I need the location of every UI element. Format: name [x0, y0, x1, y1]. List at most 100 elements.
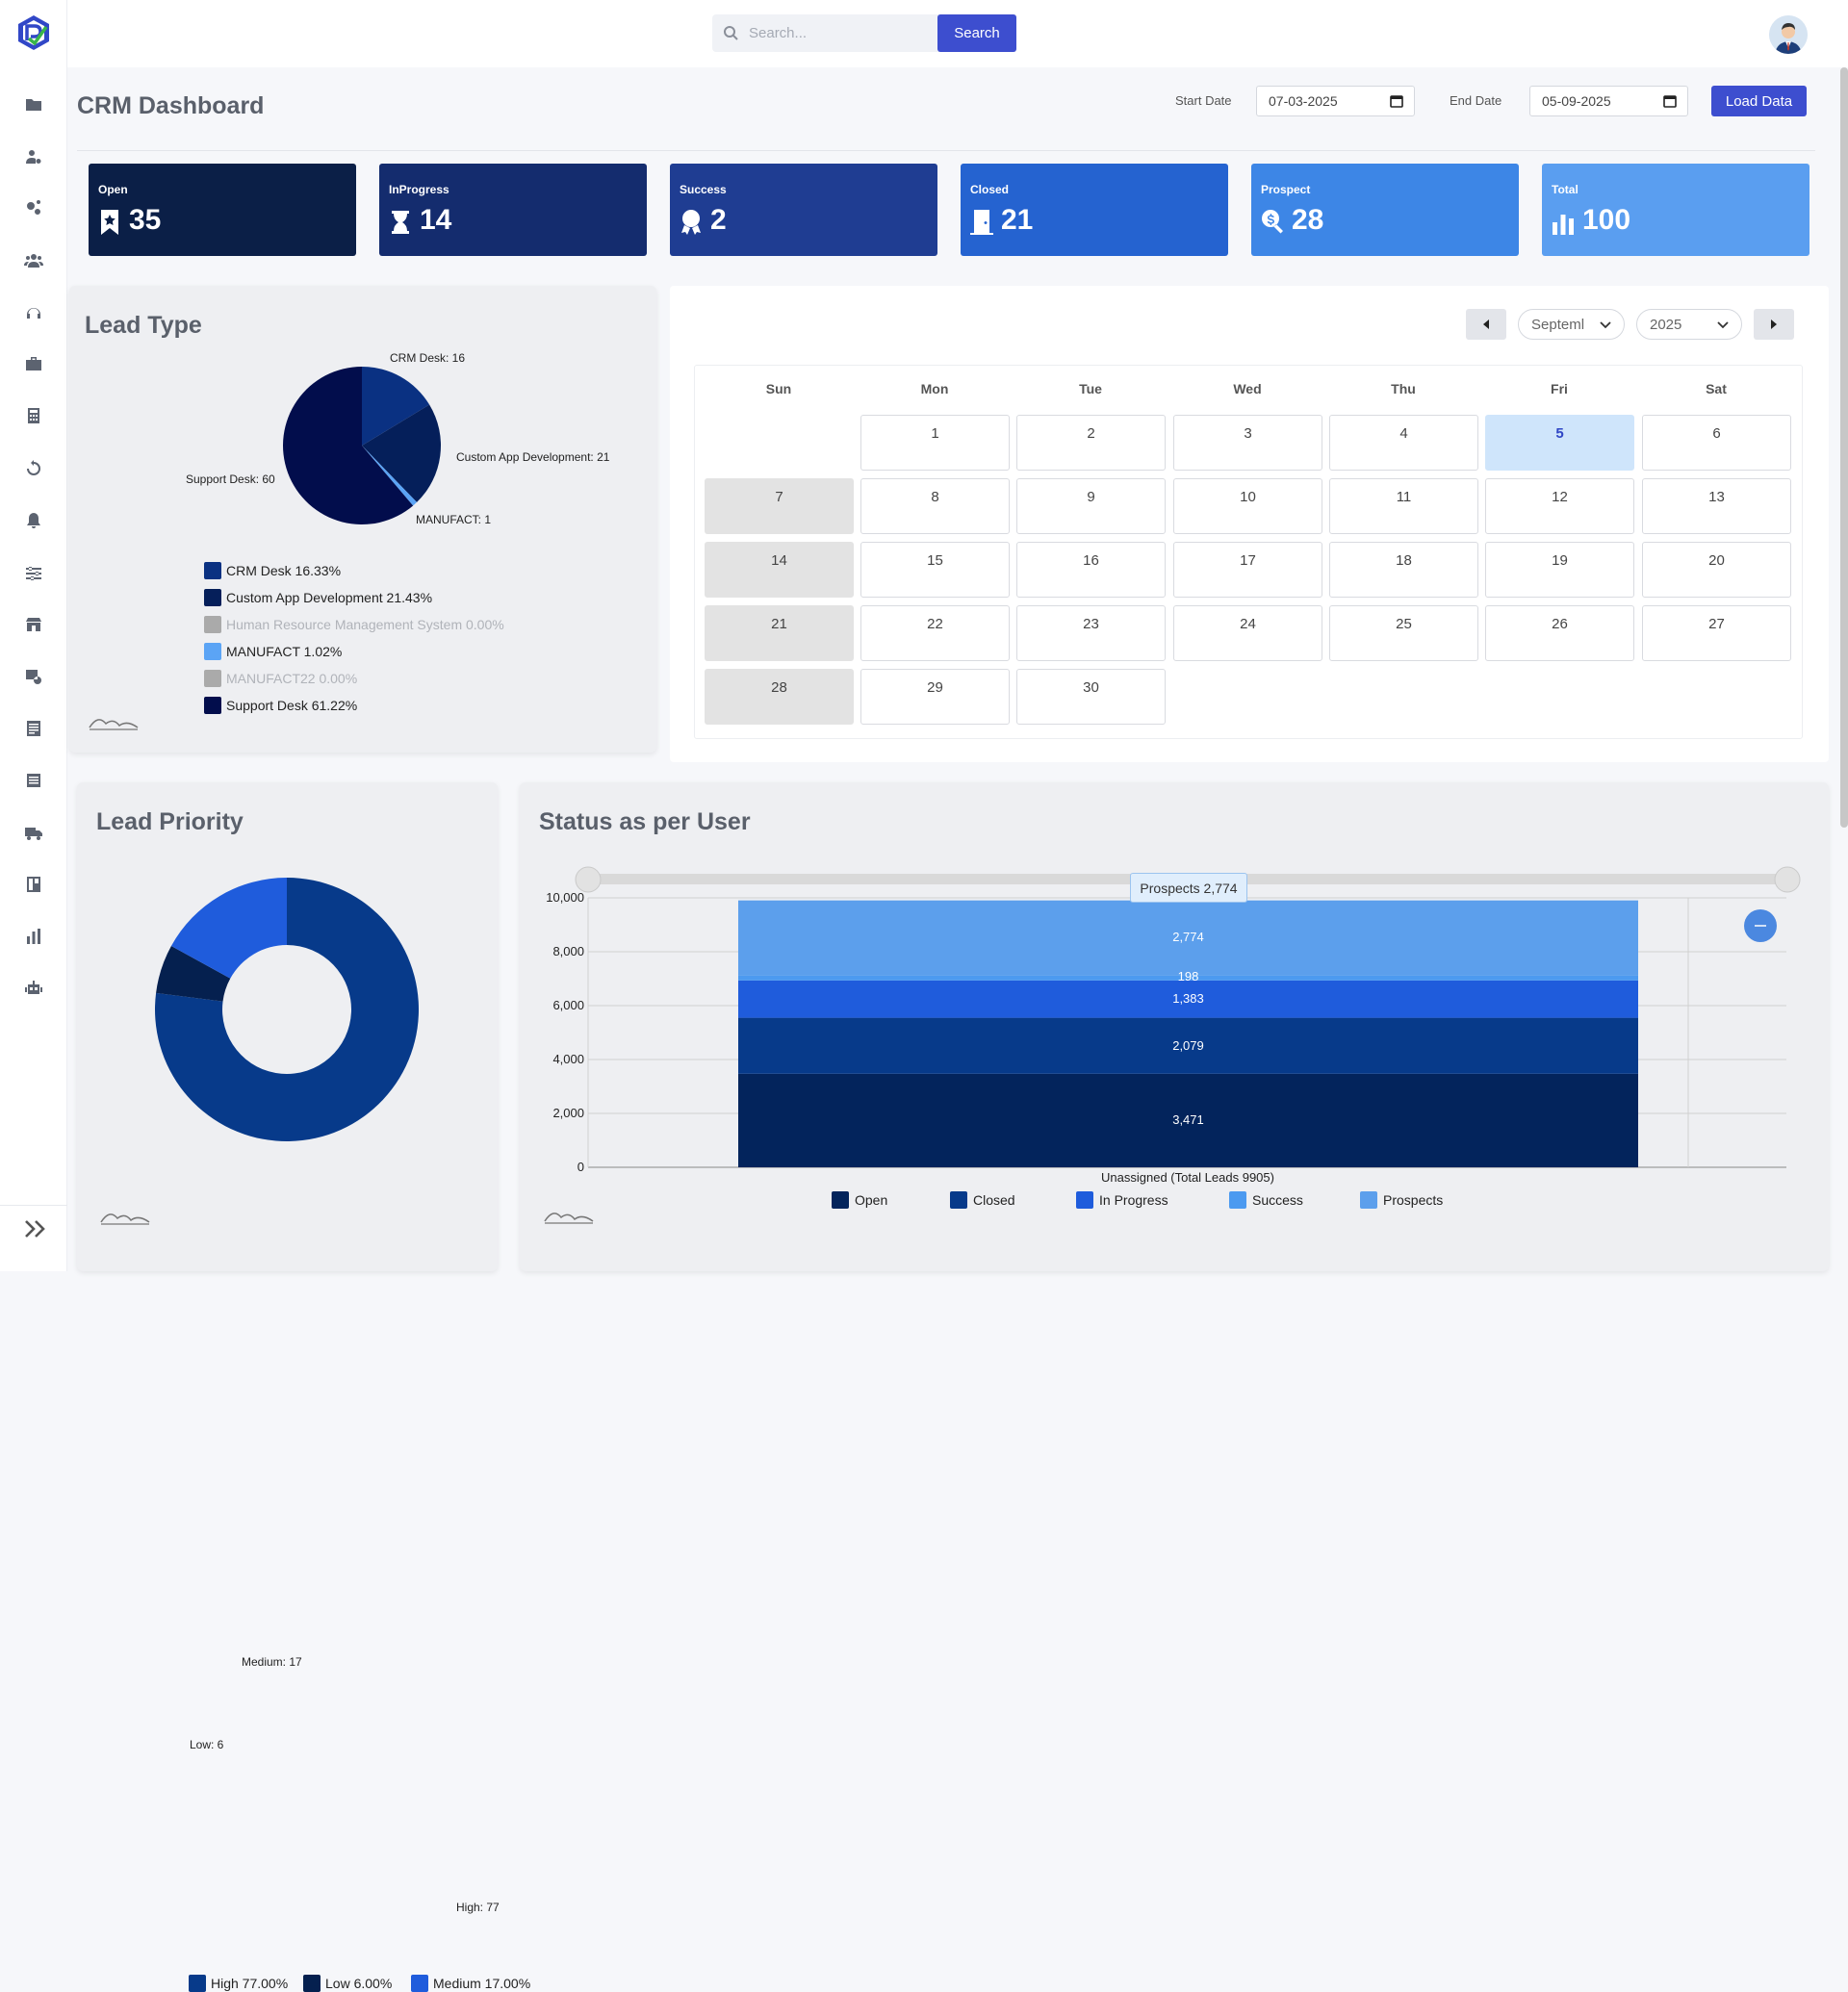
sliders-icon[interactable]	[22, 562, 45, 585]
calendar-day[interactable]: 3	[1173, 415, 1322, 471]
list-icon[interactable]	[22, 769, 45, 792]
calendar-day[interactable]: 10	[1173, 478, 1322, 534]
end-date-input[interactable]: 05-09-2025	[1529, 86, 1688, 116]
pie-slice-support-desk[interactable]	[283, 367, 414, 524]
legend-item[interactable]: Prospects	[1360, 1191, 1443, 1209]
pie-slice-custom-app-development[interactable]	[362, 404, 441, 502]
calendar-panel: Septeml 2025 Sun Mon Tue Wed Thu Fri Sat 1 2 3 4 5 6…	[670, 286, 1829, 762]
legend-item[interactable]: Custom App Development 21.43%	[204, 589, 432, 606]
calendar-day[interactable]: 20	[1642, 542, 1791, 598]
folder-icon[interactable]	[22, 92, 45, 115]
pie-slice-crm-desk[interactable]	[362, 367, 430, 446]
month-select[interactable]: Septeml	[1518, 309, 1625, 340]
legend-item[interactable]: Medium 17.00%	[411, 1975, 530, 1992]
user-settings-icon[interactable]	[22, 145, 45, 168]
weekday-header: Mon	[920, 381, 949, 396]
bar-chart-icon[interactable]	[22, 925, 45, 948]
legend-item[interactable]: Support Desk 61.22%	[204, 697, 357, 714]
top-bar: Search	[67, 0, 1848, 67]
calendar-day[interactable]: 4	[1329, 415, 1478, 471]
calendar-icon[interactable]	[1390, 94, 1403, 108]
headset-icon[interactable]	[22, 301, 45, 324]
legend-item[interactable]: Closed	[950, 1191, 1015, 1209]
calendar-day[interactable]: 26	[1485, 605, 1634, 661]
calendar-day[interactable]: 23	[1016, 605, 1166, 661]
search-input[interactable]	[749, 14, 941, 52]
chart-type-icon[interactable]	[89, 712, 139, 731]
chart-type-icon[interactable]	[544, 1206, 594, 1225]
calendar-day[interactable]: 15	[860, 542, 1010, 598]
calendar-day[interactable]: 22	[860, 605, 1010, 661]
legend-item[interactable]: Low 6.00%	[303, 1975, 392, 1992]
legend-item[interactable]: High 77.00%	[189, 1975, 288, 1992]
next-month-button[interactable]	[1754, 309, 1794, 340]
calendar-icon[interactable]	[1663, 94, 1677, 108]
start-date-input[interactable]: 07-03-2025	[1256, 86, 1415, 116]
y-tick-label: 8,000	[552, 944, 584, 958]
legend-item[interactable]: In Progress	[1076, 1191, 1168, 1209]
stat-card-inprogress[interactable]: InProgress 14	[379, 164, 647, 256]
calendar-day[interactable]: 1	[860, 415, 1010, 471]
calendar-day[interactable]: 17	[1173, 542, 1322, 598]
pie-slice-medium[interactable]	[170, 878, 287, 979]
calendar-day[interactable]: 30	[1016, 669, 1166, 725]
chart-type-icon[interactable]	[100, 1207, 150, 1226]
legend-swatch	[204, 643, 221, 660]
calendar-day[interactable]: 27	[1642, 605, 1791, 661]
pie-slice-high[interactable]	[155, 878, 419, 1141]
load-data-button[interactable]: Load Data	[1711, 86, 1807, 116]
calendar-day[interactable]: 24	[1173, 605, 1322, 661]
user-avatar[interactable]	[1769, 15, 1808, 54]
calendar-day[interactable]: 11	[1329, 478, 1478, 534]
pie-slice-manufact[interactable]	[362, 446, 418, 506]
stat-card-prospect[interactable]: Prospect 28	[1251, 164, 1519, 256]
calendar-day[interactable]: 29	[860, 669, 1010, 725]
calendar-day[interactable]: 13	[1642, 478, 1791, 534]
legend-item[interactable]: MANUFACT 1.02%	[204, 643, 342, 660]
robot-icon[interactable]	[22, 977, 45, 1000]
gears-icon[interactable]	[22, 196, 45, 219]
calendar-day[interactable]: 19	[1485, 542, 1634, 598]
stat-card-success[interactable]: Success 2	[670, 164, 937, 256]
legend-item[interactable]: CRM Desk 16.33%	[204, 562, 341, 579]
legend-item[interactable]: Open	[832, 1191, 887, 1209]
app-logo[interactable]	[15, 13, 52, 52]
grid-icon[interactable]	[22, 873, 45, 896]
calculator-icon[interactable]	[22, 404, 45, 427]
prev-month-button[interactable]	[1466, 309, 1506, 340]
legend-item[interactable]: MANUFACT22 0.00%	[204, 670, 357, 687]
stat-card-closed[interactable]: Closed 21	[961, 164, 1228, 256]
page-scrollbar[interactable]	[1840, 67, 1848, 828]
search-button[interactable]: Search	[937, 14, 1016, 52]
year-select[interactable]: 2025	[1636, 309, 1742, 340]
legend-item[interactable]: Success	[1229, 1191, 1303, 1209]
report-icon[interactable]	[22, 717, 45, 740]
users-icon[interactable]	[22, 249, 45, 272]
stat-card-total[interactable]: Total 100	[1542, 164, 1810, 256]
calendar-day-today[interactable]: 5	[1485, 415, 1634, 471]
truck-icon[interactable]	[22, 821, 45, 844]
zoom-out-button[interactable]	[1744, 909, 1777, 942]
calendar-day[interactable]: 28	[705, 669, 854, 725]
calendar-day[interactable]: 2	[1016, 415, 1166, 471]
stat-card-open[interactable]: Open 35	[89, 164, 356, 256]
sync-icon[interactable]	[22, 457, 45, 480]
calendar-day[interactable]: 21	[705, 605, 854, 661]
calendar-day[interactable]: 16	[1016, 542, 1166, 598]
calendar-day[interactable]: 9	[1016, 478, 1166, 534]
expand-sidebar-icon[interactable]	[23, 1218, 50, 1241]
calendar-day[interactable]: 12	[1485, 478, 1634, 534]
legend-item[interactable]: Human Resource Management System 0.00%	[204, 616, 504, 633]
calendar-day[interactable]: 6	[1642, 415, 1791, 471]
clock-icon[interactable]	[22, 665, 45, 688]
calendar-day[interactable]: 14	[705, 542, 854, 598]
calendar-day[interactable]: 7	[705, 478, 854, 534]
bell-icon[interactable]	[22, 509, 45, 532]
calendar-day[interactable]: 25	[1329, 605, 1478, 661]
calendar-day[interactable]: 8	[860, 478, 1010, 534]
pie-slice-low[interactable]	[156, 945, 231, 1002]
briefcase-icon[interactable]	[22, 352, 45, 375]
store-icon[interactable]	[22, 613, 45, 636]
stat-label: Closed	[970, 183, 1010, 196]
calendar-day[interactable]: 18	[1329, 542, 1478, 598]
